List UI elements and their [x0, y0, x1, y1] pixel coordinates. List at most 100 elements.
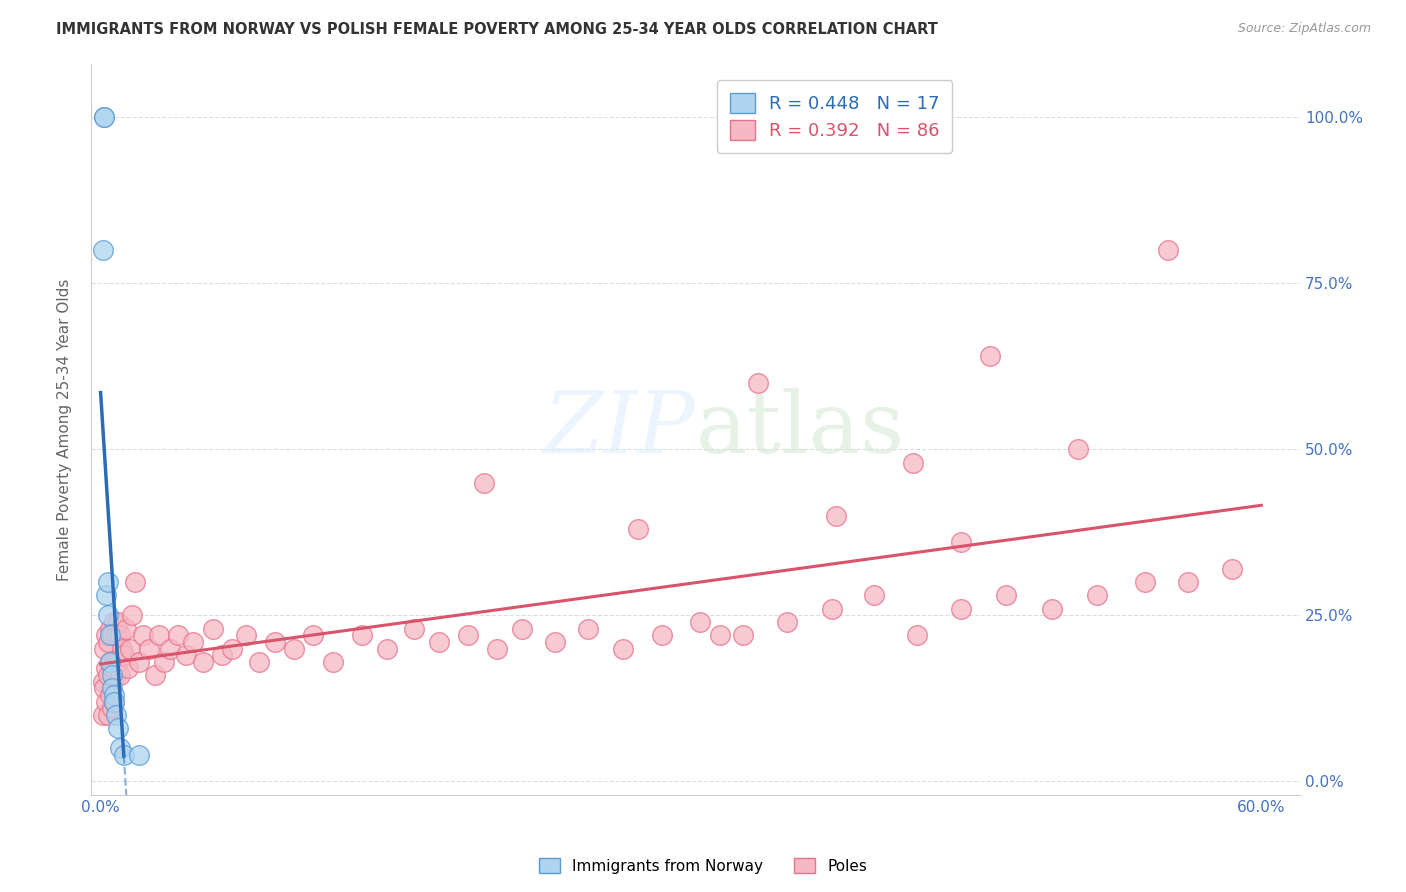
Point	[96, 661, 118, 675]
Point	[472, 475, 495, 490]
Y-axis label: Female Poverty Among 25-34 Year Olds: Female Poverty Among 25-34 Year Olds	[58, 278, 72, 581]
Point	[103, 615, 125, 629]
Point	[235, 628, 257, 642]
Point	[731, 628, 754, 642]
Point	[117, 661, 139, 675]
Point	[103, 695, 125, 709]
Point	[183, 635, 205, 649]
Point	[97, 635, 120, 649]
Point	[1157, 243, 1180, 257]
Point	[111, 641, 134, 656]
Point	[486, 641, 509, 656]
Point	[322, 655, 344, 669]
Point	[544, 635, 567, 649]
Point	[93, 110, 115, 124]
Point	[98, 628, 121, 642]
Legend: Immigrants from Norway, Poles: Immigrants from Norway, Poles	[533, 852, 873, 880]
Point	[114, 622, 136, 636]
Point	[101, 681, 124, 696]
Point	[689, 615, 711, 629]
Point	[1135, 575, 1157, 590]
Point	[1085, 589, 1108, 603]
Point	[101, 701, 124, 715]
Text: IMMIGRANTS FROM NORWAY VS POLISH FEMALE POVERTY AMONG 25-34 YEAR OLDS CORRELATIO: IMMIGRANTS FROM NORWAY VS POLISH FEMALE …	[56, 22, 938, 37]
Point	[108, 628, 131, 642]
Point	[863, 589, 886, 603]
Point	[148, 628, 170, 642]
Point	[93, 641, 115, 656]
Point	[167, 628, 190, 642]
Point	[457, 628, 479, 642]
Point	[112, 747, 135, 762]
Point	[776, 615, 799, 629]
Point	[97, 575, 120, 590]
Point	[103, 655, 125, 669]
Point	[138, 641, 160, 656]
Point	[950, 535, 973, 549]
Point	[93, 110, 115, 124]
Point	[709, 628, 731, 642]
Point	[97, 608, 120, 623]
Point	[427, 635, 450, 649]
Point	[108, 741, 131, 756]
Point	[153, 655, 176, 669]
Point	[950, 601, 973, 615]
Point	[118, 641, 141, 656]
Point	[108, 668, 131, 682]
Point	[375, 641, 398, 656]
Point	[97, 668, 120, 682]
Text: Source: ZipAtlas.com: Source: ZipAtlas.com	[1237, 22, 1371, 36]
Point	[132, 628, 155, 642]
Point	[191, 655, 214, 669]
Point	[91, 243, 114, 257]
Point	[402, 622, 425, 636]
Point	[143, 668, 166, 682]
Point	[96, 589, 118, 603]
Point	[128, 747, 150, 762]
Point	[201, 622, 224, 636]
Point	[91, 708, 114, 723]
Point	[651, 628, 673, 642]
Point	[901, 456, 924, 470]
Point	[824, 508, 846, 523]
Point	[1042, 601, 1064, 615]
Point	[994, 589, 1017, 603]
Point	[93, 681, 115, 696]
Point	[1177, 575, 1199, 590]
Point	[105, 708, 128, 723]
Point	[512, 622, 534, 636]
Point	[350, 628, 373, 642]
Point	[159, 641, 181, 656]
Point	[128, 655, 150, 669]
Point	[96, 628, 118, 642]
Point	[211, 648, 233, 663]
Text: atlas: atlas	[696, 388, 904, 471]
Point	[103, 695, 125, 709]
Point	[101, 628, 124, 642]
Point	[612, 641, 634, 656]
Point	[174, 648, 197, 663]
Point	[124, 575, 146, 590]
Point	[1066, 442, 1088, 457]
Point	[98, 622, 121, 636]
Point	[247, 655, 270, 669]
Point	[101, 668, 124, 682]
Point	[103, 688, 125, 702]
Point	[112, 648, 135, 663]
Point	[107, 615, 129, 629]
Point	[979, 349, 1001, 363]
Point	[107, 655, 129, 669]
Point	[91, 674, 114, 689]
Point	[96, 695, 118, 709]
Point	[121, 608, 143, 623]
Point	[97, 708, 120, 723]
Point	[107, 721, 129, 735]
Point	[905, 628, 928, 642]
Point	[1220, 562, 1243, 576]
Point	[263, 635, 285, 649]
Point	[283, 641, 305, 656]
Text: ZIP: ZIP	[544, 388, 696, 471]
Point	[98, 655, 121, 669]
Point	[221, 641, 243, 656]
Point	[747, 376, 769, 390]
